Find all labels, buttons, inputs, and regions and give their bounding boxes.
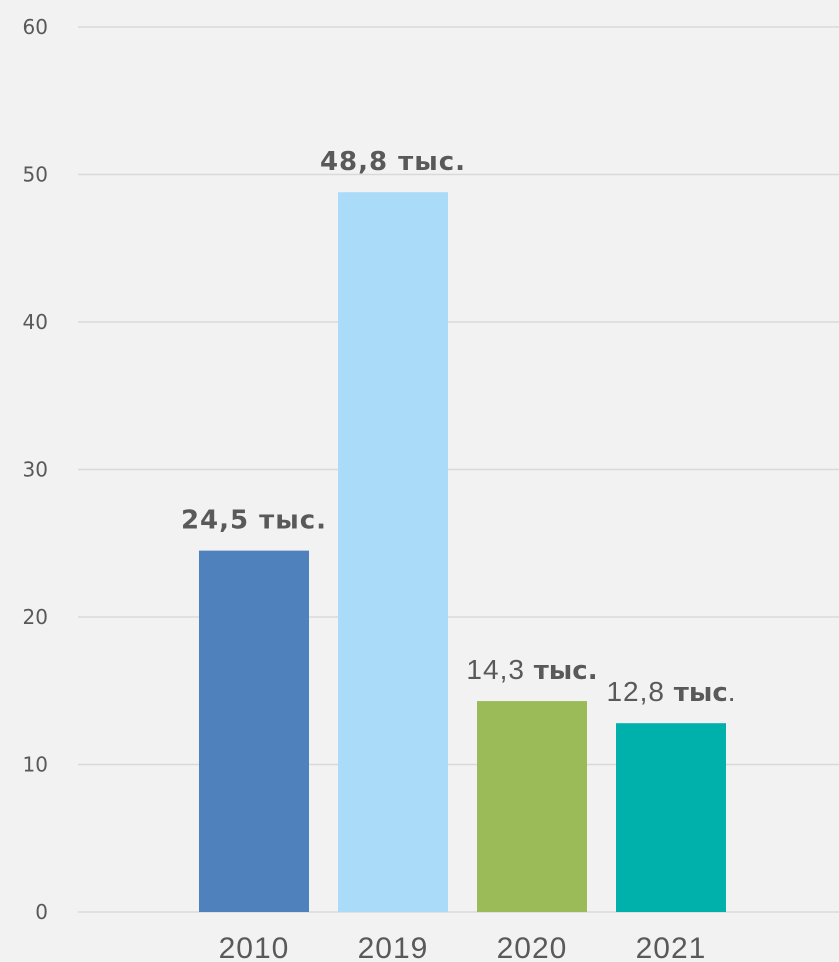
bar [477, 701, 587, 912]
y-tick-label: 0 [35, 900, 48, 924]
y-tick-label: 10 [23, 753, 48, 777]
data-label-number: 12,8 [606, 676, 673, 707]
x-axis-ticks: 2010 2019 2020 2021 [219, 932, 707, 962]
y-tick-label: 20 [23, 605, 48, 629]
data-labels: 24,5 тыс.48,8 тыс.14,3 тыс.12,8 тыс. [181, 147, 736, 708]
x-tick-label: 2010 [219, 932, 290, 962]
y-tick-label: 40 [23, 310, 48, 334]
data-label-unit: тыс [674, 678, 728, 708]
bar [199, 550, 309, 912]
y-tick-label: 60 [23, 15, 48, 39]
data-label-number: 14,3 [466, 654, 533, 685]
data-label: 12,8 тыс. [606, 676, 735, 708]
data-label: 24,5 тыс. [181, 506, 327, 536]
bar [338, 192, 448, 912]
y-axis-ticks: 0 10 20 30 40 50 60 [23, 15, 48, 924]
data-label-unit: тыс. [534, 656, 598, 686]
x-tick-label: 2019 [358, 932, 429, 962]
x-tick-label: 2020 [497, 932, 568, 962]
y-tick-label: 30 [23, 458, 48, 482]
bar [616, 723, 726, 912]
data-label: 48,8 тыс. [320, 147, 466, 177]
data-label: 14,3 тыс. [466, 654, 597, 686]
x-tick-label: 2021 [636, 932, 707, 962]
bars [199, 192, 726, 912]
y-tick-label: 50 [23, 163, 48, 187]
data-label-suffix: . [728, 676, 736, 707]
